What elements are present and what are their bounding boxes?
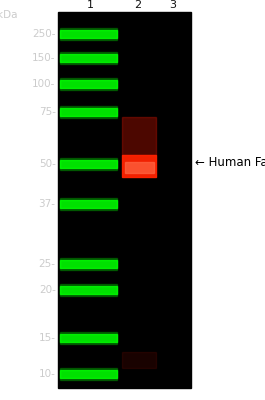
Bar xyxy=(60,106,117,118)
Text: 10-: 10- xyxy=(39,369,56,379)
Bar xyxy=(60,198,117,210)
Text: ← Human Factor P: ← Human Factor P xyxy=(195,156,265,168)
Bar xyxy=(60,370,117,378)
Bar xyxy=(122,155,156,177)
Bar xyxy=(60,284,117,296)
Text: 2: 2 xyxy=(134,0,141,10)
Bar xyxy=(60,78,117,90)
Bar xyxy=(60,260,117,268)
Bar xyxy=(60,158,117,170)
Bar xyxy=(60,200,117,208)
Bar xyxy=(60,332,117,344)
Text: 37-: 37- xyxy=(39,199,56,209)
Text: kDa: kDa xyxy=(0,10,17,20)
Bar xyxy=(60,52,117,64)
Text: 3: 3 xyxy=(169,0,176,10)
Bar xyxy=(60,28,117,40)
Bar xyxy=(60,368,117,380)
Bar xyxy=(58,12,191,388)
Bar xyxy=(60,54,117,62)
Bar xyxy=(60,334,117,342)
Bar xyxy=(60,30,117,38)
Bar xyxy=(125,162,154,173)
Text: 1: 1 xyxy=(87,0,94,10)
Text: 25-: 25- xyxy=(39,259,56,269)
Bar xyxy=(60,160,117,168)
Bar xyxy=(122,352,156,368)
Text: 150-: 150- xyxy=(32,53,56,63)
Text: 15-: 15- xyxy=(39,333,56,343)
Text: 75-: 75- xyxy=(39,107,56,117)
Text: 250-: 250- xyxy=(32,29,56,39)
Text: 50-: 50- xyxy=(39,159,56,169)
Bar xyxy=(60,286,117,294)
Bar xyxy=(122,117,156,155)
Text: 20-: 20- xyxy=(39,285,56,295)
Bar xyxy=(60,80,117,88)
Bar xyxy=(60,258,117,270)
Bar xyxy=(60,108,117,116)
Text: 100-: 100- xyxy=(32,79,56,89)
